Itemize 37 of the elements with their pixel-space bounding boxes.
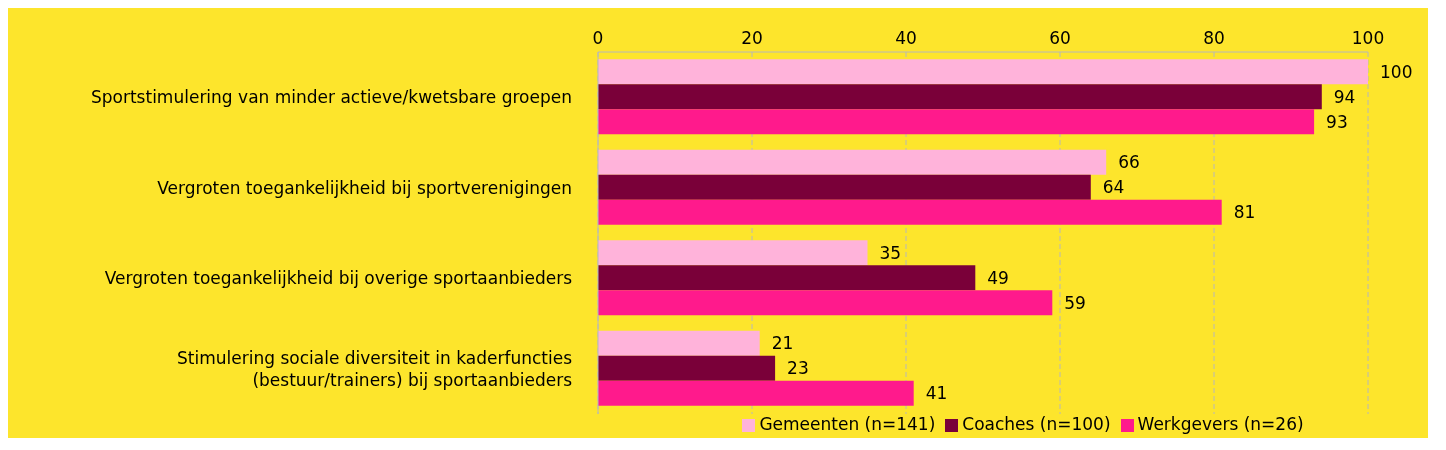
data-label: 59 bbox=[1064, 292, 1086, 313]
data-label: 49 bbox=[987, 267, 1009, 288]
x-tick-label: 80 bbox=[1203, 28, 1225, 48]
bar bbox=[598, 199, 1222, 225]
data-label: 41 bbox=[925, 383, 948, 404]
y-tick-label: Vergroten toegankelijkheid bij overige sportaanbieders bbox=[104, 268, 573, 289]
legend-label: Gemeenten (n=141) bbox=[759, 414, 936, 434]
data-label: 64 bbox=[1102, 177, 1125, 198]
data-label: 35 bbox=[879, 242, 902, 263]
data-label: 94 bbox=[1333, 86, 1356, 107]
x-tick-label: 60 bbox=[1049, 28, 1071, 48]
data-label: 21 bbox=[771, 333, 794, 354]
bar bbox=[598, 380, 914, 406]
x-tick-label: 0 bbox=[592, 28, 604, 48]
x-tick-label: 100 bbox=[1351, 28, 1385, 48]
bar bbox=[598, 240, 868, 266]
bar bbox=[598, 330, 760, 356]
legend-label: Coaches (n=100) bbox=[962, 414, 1111, 434]
data-label: 66 bbox=[1118, 152, 1140, 173]
data-label: 93 bbox=[1326, 111, 1348, 132]
bar bbox=[598, 109, 1315, 135]
y-tick-label: Stimulering sociale diversiteit in kaderfuncties (bestuur/trainers) bij sportaanbieders bbox=[177, 347, 573, 390]
data-label: 81 bbox=[1233, 202, 1256, 223]
y-tick-label: Sportstimulering van minder actieve/kwetsbare groepen bbox=[90, 87, 572, 108]
bar bbox=[598, 59, 1368, 85]
bar bbox=[598, 149, 1107, 175]
data-label: 100 bbox=[1380, 61, 1413, 82]
bar bbox=[598, 174, 1091, 200]
x-tick-label: 20 bbox=[741, 28, 763, 48]
y-tick-label: Vergroten toegankelijkheid bij sportverenigingen bbox=[157, 177, 572, 198]
data-label: 23 bbox=[787, 358, 809, 379]
x-tick-label: 40 bbox=[895, 28, 917, 48]
legend-label: Werkgevers (n=26) bbox=[1137, 414, 1304, 434]
bar bbox=[598, 355, 776, 381]
bar bbox=[598, 290, 1053, 316]
bar bbox=[598, 265, 976, 291]
bar bbox=[598, 84, 1322, 110]
